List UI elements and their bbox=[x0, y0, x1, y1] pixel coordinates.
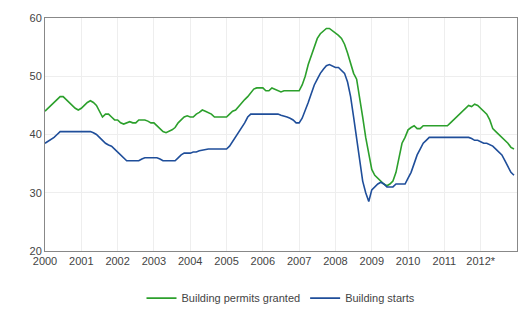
svg-text:Building permits granted: Building permits granted bbox=[182, 292, 301, 304]
svg-text:2001: 2001 bbox=[69, 255, 93, 267]
svg-text:2003: 2003 bbox=[142, 255, 166, 267]
svg-text:2004: 2004 bbox=[178, 255, 202, 267]
svg-text:2009: 2009 bbox=[360, 255, 384, 267]
svg-text:2008: 2008 bbox=[323, 255, 347, 267]
svg-text:2010: 2010 bbox=[396, 255, 420, 267]
svg-text:2007: 2007 bbox=[287, 255, 311, 267]
svg-text:60: 60 bbox=[30, 12, 42, 24]
svg-text:50: 50 bbox=[30, 70, 42, 82]
svg-text:Building starts: Building starts bbox=[345, 292, 415, 304]
svg-text:2000: 2000 bbox=[33, 255, 57, 267]
svg-text:2006: 2006 bbox=[251, 255, 275, 267]
svg-text:40: 40 bbox=[30, 128, 42, 140]
svg-text:2002: 2002 bbox=[105, 255, 129, 267]
svg-text:2011: 2011 bbox=[433, 255, 457, 267]
svg-text:2012*: 2012* bbox=[466, 255, 495, 267]
svg-text:2005: 2005 bbox=[214, 255, 238, 267]
svg-text:30: 30 bbox=[30, 187, 42, 199]
svg-text:20: 20 bbox=[30, 245, 42, 257]
